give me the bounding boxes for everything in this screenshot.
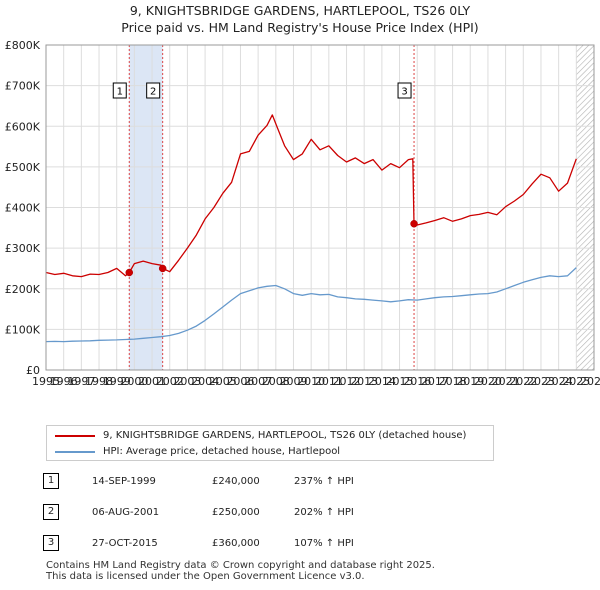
transaction-marker: 1 [43, 473, 59, 489]
x-tick-label: 2023 [527, 375, 555, 388]
x-tick-label: 2021 [492, 375, 520, 388]
x-tick-label: 2006 [226, 375, 254, 388]
transaction-row: 3 27-OCT-2015 £360,000 107% ↑ HPI [0, 534, 600, 554]
x-tick-label: 2011 [315, 375, 343, 388]
transaction-row: 1 14-SEP-1999 £240,000 237% ↑ HPI [0, 472, 600, 492]
event-label-box [397, 82, 412, 99]
footer: Contains HM Land Registry data © Crown c… [46, 560, 435, 582]
y-tick-label: £700K [5, 80, 41, 93]
x-tick-label: 2013 [350, 375, 378, 388]
transaction-price: £250,000 [212, 507, 260, 518]
legend-item-property: 9, KNIGHTSBRIDGE GARDENS, HARTLEPOOL, TS… [55, 428, 466, 444]
y-tick-label: £800K [5, 39, 41, 52]
legend: 9, KNIGHTSBRIDGE GARDENS, HARTLEPOOL, TS… [46, 425, 494, 461]
y-tick-label: £600K [5, 120, 41, 133]
chart-subtitle: Price paid vs. HM Land Registry's House … [121, 20, 479, 35]
x-tick-label: 2020 [474, 375, 502, 388]
sale-marker [125, 268, 134, 277]
y-tick-label: £0 [26, 364, 40, 377]
x-tick-label: 2005 [209, 375, 237, 388]
plot-frame [45, 44, 595, 371]
x-tick-label: 2001 [138, 375, 166, 388]
legend-label-hpi: HPI: Average price, detached house, Hart… [103, 446, 341, 457]
x-tick-label: 1998 [85, 375, 113, 388]
x-tick-label: 2010 [297, 375, 325, 388]
y-tick-label: £200K [5, 283, 41, 296]
event-label-box [146, 82, 161, 99]
transaction-date: 06-AUG-2001 [92, 507, 160, 518]
x-tick-label: 2016 [403, 375, 431, 388]
transaction-row: 2 06-AUG-2001 £250,000 202% ↑ HPI [0, 503, 600, 523]
x-tick-label: 2025 [562, 375, 590, 388]
x-tick-label: 2018 [439, 375, 467, 388]
event-label-box [112, 82, 127, 99]
sale-marker [410, 220, 418, 228]
price-chart: £0 £100K £200K £300K £400K £500K £600K £700K £80… [5, 39, 600, 388]
x-tick-label: 2008 [262, 375, 290, 388]
y-tick-label: £300K [5, 242, 41, 255]
legend-swatch-hpi [55, 451, 95, 453]
chart-title: 9, KNIGHTSBRIDGE GARDENS, HARTLEPOOL, TS… [0, 2, 600, 36]
y-tick-label: £500K [5, 161, 41, 174]
legend-item-hpi: HPI: Average price, detached house, Hart… [55, 444, 340, 460]
x-tick-label: 2026 [580, 375, 600, 388]
property-price-line [45, 114, 577, 278]
event-label: 1 [117, 87, 123, 98]
footer-line2: This data is licensed under the Open Gov… [46, 571, 365, 582]
legend-label-property: 9, KNIGHTSBRIDGE GARDENS, HARTLEPOOL, TS… [103, 430, 467, 441]
x-tick-label: 1999 [103, 375, 131, 388]
x-tick-label: 1997 [67, 375, 95, 388]
x-tick-label: 2004 [191, 375, 219, 388]
legend-swatch-property [55, 435, 95, 437]
x-tick-label: 1996 [50, 375, 78, 388]
x-tick-label: 1995 [32, 375, 60, 388]
x-tick-label: 2003 [173, 375, 201, 388]
x-tick-label: 2007 [244, 375, 272, 388]
x-tick-label: 2017 [421, 375, 449, 388]
x-tick-label: 2019 [456, 375, 484, 388]
y-tick-label: £400K [5, 202, 41, 215]
transaction-date: 14-SEP-1999 [92, 476, 156, 487]
chart-title-line1: 9, KNIGHTSBRIDGE GARDENS, HARTLEPOOL, TS… [129, 3, 471, 18]
x-tick-label: 2014 [368, 375, 396, 388]
footer-line1: Contains HM Land Registry data © Crown c… [46, 560, 435, 571]
x-tick-label: 2015 [386, 375, 414, 388]
transaction-marker: 2 [43, 504, 59, 520]
sale-marker [158, 264, 167, 273]
x-tick-label: 2009 [279, 375, 307, 388]
y-tick-label: £100K [5, 323, 41, 336]
transaction-price: £240,000 [212, 476, 260, 487]
x-tick-label: 2002 [156, 375, 184, 388]
x-tick-label: 2012 [333, 375, 361, 388]
transaction-marker: 3 [43, 535, 59, 551]
event-label: 2 [150, 87, 156, 98]
x-tick-label: 2000 [120, 375, 148, 388]
hpi-line [45, 267, 577, 343]
x-tick-label: 2024 [545, 375, 573, 388]
transaction-hpi-change: 202% ↑ HPI [294, 507, 354, 518]
transaction-hpi-change: 237% ↑ HPI [294, 476, 354, 487]
transaction-price: £360,000 [212, 538, 260, 549]
event-label: 3 [401, 87, 407, 98]
transaction-date: 27-OCT-2015 [92, 538, 158, 549]
transaction-hpi-change: 107% ↑ HPI [294, 538, 354, 549]
x-tick-label: 2022 [509, 375, 537, 388]
